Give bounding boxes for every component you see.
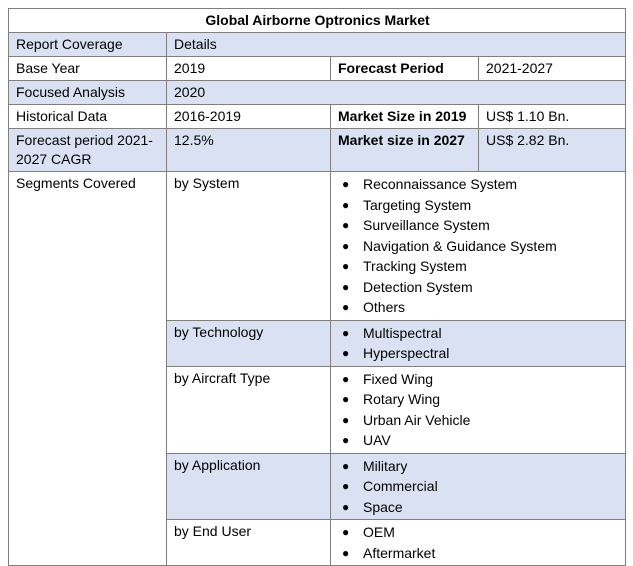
historical-data-value: 2016-2019 xyxy=(166,104,331,129)
segment-name: by End User xyxy=(166,519,331,566)
focused-analysis-value: 2020 xyxy=(165,80,627,105)
segment-items-list: ● Reconnaissance System ● Targeting System… xyxy=(338,174,619,318)
list-item-label: Tracking System xyxy=(363,258,467,274)
list-item: ● UAV xyxy=(338,430,619,451)
segment-items-list: ● Fixed Wing ● Rotary Wing ● Urban Air Vehi… xyxy=(338,369,619,451)
bullet-icon: ● xyxy=(342,300,350,314)
bullet-icon: ● xyxy=(342,325,350,340)
market-size-2027-value: US$ 2.82 Bn. xyxy=(477,128,627,172)
list-item: ● Multispectral xyxy=(338,323,619,344)
list-item-label: Reconnaissance System xyxy=(363,176,518,192)
list-item-label: Fixed Wing xyxy=(363,370,434,387)
segment-items-cell: ● OEM ● Aftermarket xyxy=(329,519,627,566)
list-item-label: OEM xyxy=(363,524,395,540)
list-item-label: Military xyxy=(363,457,408,474)
list-item: ● Others xyxy=(338,297,619,318)
bullet-icon: ● xyxy=(342,458,350,473)
report-coverage-header: Report Coverage xyxy=(8,32,167,57)
list-item-label: Urban Air Vehicle xyxy=(363,411,471,428)
segment-items-list: ● Military ● Commercial ● Space xyxy=(338,456,619,518)
list-item: ● Reconnaissance System xyxy=(338,174,619,195)
title-row: Global Airborne Optronics Market xyxy=(7,8,627,33)
bullet-icon: ● xyxy=(342,545,350,560)
segment-row: Segments Covered by System ● Reconnaissan… xyxy=(8,171,627,566)
segment-items-list: ● Multispectral ● Hyperspectral xyxy=(338,323,619,364)
segment-items-cell: ● Fixed Wing ● Rotary Wing ● Urban Air Vehi… xyxy=(329,365,627,454)
list-item: ● Space xyxy=(338,497,619,518)
list-item: ● OEM xyxy=(338,522,619,543)
list-item-label: Commercial xyxy=(363,478,438,494)
segment-name: by System xyxy=(166,171,331,321)
cagr-value: 12.5% xyxy=(166,128,331,172)
segments-covered-label: Segments Covered xyxy=(8,171,167,566)
segment-items-cell: ● Military ● Commercial ● Space xyxy=(329,452,627,520)
bullet-icon: ● xyxy=(342,433,350,447)
bullet-icon: ● xyxy=(342,412,350,427)
segment-items-cell: ● Multispectral ● Hyperspectral xyxy=(329,319,627,367)
list-item: ● Rotary Wing xyxy=(338,389,619,410)
bullet-icon: ● xyxy=(342,279,350,294)
bullet-icon: ● xyxy=(342,392,350,406)
list-item: ● Navigation & Guidance System xyxy=(338,236,619,257)
market-size-2027-label: Market size in 2027 xyxy=(330,128,479,172)
bullet-icon: ● xyxy=(342,499,350,514)
market-report-table: Global Airborne Optronics Market Report … xyxy=(7,8,627,566)
table-title: Global Airborne Optronics Market xyxy=(7,8,627,33)
list-item-label: Navigation & Guidance System xyxy=(363,237,557,254)
list-item: ● Detection System xyxy=(338,277,619,298)
cagr-label: Forecast period 2021-2027 CAGR xyxy=(8,128,167,172)
list-item-label: Multispectral xyxy=(363,324,442,341)
segment-row: by Aircraft Type ● Fixed Wing ● Rotary Win… xyxy=(9,365,627,454)
segment-name: by Application xyxy=(166,452,331,520)
bullet-icon: ● xyxy=(342,259,350,273)
bullet-icon: ● xyxy=(342,197,350,212)
segment-row: by Technology ● Multispectral ● Hyperspect… xyxy=(9,319,627,367)
list-item: ● Fixed Wing xyxy=(338,369,619,390)
list-item-label: Space xyxy=(363,498,403,515)
forecast-period-label: Forecast Period xyxy=(330,56,479,81)
market-size-2019-value: US$ 1.10 Bn. xyxy=(477,104,627,129)
historical-data-row: Historical Data 2016-2019 Market Size in… xyxy=(8,104,627,129)
list-item: ● Military xyxy=(338,456,619,477)
list-item-label: Detection System xyxy=(363,278,473,295)
focused-analysis-label: Focused Analysis xyxy=(8,80,167,105)
base-year-value: 2019 xyxy=(166,56,331,81)
forecast-period-value: 2021-2027 xyxy=(477,56,627,81)
list-item: ● Commercial xyxy=(338,476,619,497)
bullet-icon: ● xyxy=(342,177,350,191)
base-year-row: Base Year 2019 Forecast Period 2021-2027 xyxy=(8,56,627,81)
segment-name: by Aircraft Type xyxy=(166,365,331,454)
list-item: ● Hyperspectral xyxy=(338,343,619,364)
bullet-icon: ● xyxy=(342,371,350,386)
bullet-icon: ● xyxy=(342,525,350,539)
list-item-label: Aftermarket xyxy=(363,544,436,561)
list-item-label: Others xyxy=(363,299,406,315)
list-item-label: Rotary Wing xyxy=(363,391,441,407)
segment-row: by Application ● Military ● Commercial ● Sp… xyxy=(9,452,627,520)
base-year-label: Base Year xyxy=(8,56,167,81)
segment-name: by Technology xyxy=(166,319,331,367)
list-item: ● Targeting System xyxy=(338,195,619,216)
list-item: ● Urban Air Vehicle xyxy=(338,410,619,431)
list-item: ● Tracking System xyxy=(338,256,619,277)
cagr-row: Forecast period 2021-2027 CAGR 12.5% Mar… xyxy=(8,128,627,172)
list-item-label: Surveillance System xyxy=(363,217,490,233)
focused-analysis-row: Focused Analysis 2020 xyxy=(8,80,627,105)
list-item-label: Targeting System xyxy=(363,196,472,213)
bullet-icon: ● xyxy=(342,218,350,232)
list-item-label: UAV xyxy=(363,432,391,448)
bullet-icon: ● xyxy=(342,479,350,493)
list-item: ● Aftermarket xyxy=(338,543,619,564)
segment-items-cell: ● Reconnaissance System ● Targeting System… xyxy=(329,171,627,321)
details-header: Details xyxy=(165,32,627,57)
segment-items-list: ● OEM ● Aftermarket xyxy=(338,522,619,563)
list-item: ● Surveillance System xyxy=(338,215,619,236)
list-item-label: Hyperspectral xyxy=(363,345,450,361)
market-size-2019-label: Market Size in 2019 xyxy=(330,104,479,129)
bullet-icon: ● xyxy=(342,346,350,360)
bullet-icon: ● xyxy=(342,238,350,253)
historical-data-label: Historical Data xyxy=(8,104,167,129)
header-row: Report Coverage Details xyxy=(8,32,627,57)
